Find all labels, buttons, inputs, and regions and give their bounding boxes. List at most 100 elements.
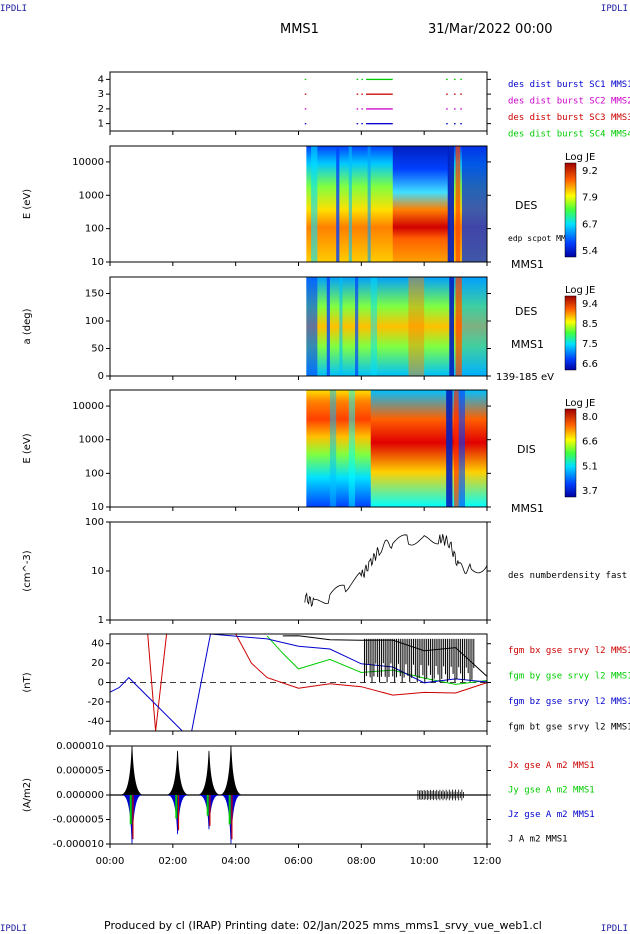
j-legend-1: Jx gse A m2 MMS1 [508,761,595,771]
panel-frame-1 [109,71,488,132]
y-tick-label: 3 [98,89,104,100]
y-tick-label: 100 [85,224,104,235]
b-legend-2: fgm by gse srvy l2 MMS1 [508,672,630,682]
burst-interval-mark [356,108,359,110]
b-legend-1: fgm bx gse srvy l2 MMS1 [508,646,630,656]
burst-interval-mark [304,78,307,81]
burst-interval-mark [460,93,462,95]
page-title: MMS1 [280,22,319,37]
y-tick-label: -40 [88,716,104,727]
spectrogram-stripe [348,390,356,507]
burst-interval-mark [460,108,462,110]
burst-interval-mark [460,123,462,125]
mms1-label-2: MMS1 [511,338,544,351]
y-tick-label: 1000 [79,435,104,446]
b-series-3 [109,633,488,732]
footer-text: Produced by cl (IRAP) Printing date: 02/… [104,919,542,932]
jz-spike [221,794,241,845]
y-tick-label: 10 [91,257,104,268]
burst-interval-mark [361,123,363,125]
burst-interval-mark [304,108,307,110]
y-tick-label: 0.000000 [56,790,104,801]
y-tick-label: 0 [98,371,104,382]
y-tick-label: 10000 [72,401,104,412]
colorbar-tick-label: 6.7 [582,219,598,230]
colorbar-tick-label: 7.5 [582,339,598,350]
colorbar-tick-label: 8.5 [582,319,598,330]
j-spike [197,750,221,796]
x-tick-label: 02:00 [158,856,187,867]
burst-interval-mark [454,93,456,95]
b-legend-3: fgm bz gse srvy l2 MMS1 [508,697,630,707]
colorbar [564,162,577,258]
y-tick-label: 40 [91,639,104,650]
spectrogram-stripe [306,277,318,376]
dis-label: DIS [517,443,536,456]
spectrogram-stripe [458,390,466,507]
y-tick-label: 1 [98,615,104,626]
b-series-4 [282,635,488,677]
burst-interval-mark [356,123,359,125]
des-label: DES [515,199,537,212]
colorbar-tick-label: 3.7 [582,486,598,497]
y-axis-label: a (deg) [22,308,33,344]
corner-logo-bottom-left: IPDLI [0,924,28,934]
spectrogram-stripe [449,277,455,376]
burst-interval-mark [454,108,456,110]
spectrogram-stripe [454,390,459,507]
mms1-label-3: MMS1 [511,502,544,515]
colorbar-tick-label: 9.2 [582,166,598,177]
spectrogram-stripe [455,146,461,262]
density-series [304,534,488,608]
burst-legend-2: des dist burst SC2 MMS2 [508,97,630,107]
x-tick-label: 04:00 [221,856,250,867]
colorbar-title: Log JE [565,285,595,296]
jz-spike [122,794,142,845]
burst-interval-mark [361,108,363,110]
y-tick-label: -20 [88,697,104,708]
y-axis-label: E (eV) [22,433,33,463]
colorbar [564,295,577,371]
j-spike [120,745,144,796]
jz-spike [168,794,188,835]
burst-interval-mark [446,123,448,125]
y-tick-label: 150 [85,289,104,300]
y-tick-label: 20 [91,658,104,669]
burst-interval-mark [304,123,307,125]
y-tick-label: 10000 [72,157,104,168]
spectrogram-fill [370,390,487,507]
burst-interval-mark [361,78,363,81]
corner-logo-bottom-right: IPDLI [600,924,628,934]
y-tick-label: 0 [98,678,104,689]
jz-spike [199,794,219,830]
burst-legend-3: des dist burst SC3 MMS3 [508,113,630,123]
spectrogram-stripe [355,277,359,376]
spectrogram-stripe [461,146,487,262]
panel-frame-5 [109,521,488,621]
colorbar-tick-label: 9.4 [582,299,598,310]
colorbar-title: Log JE [565,398,595,409]
y-tick-label: 100 [85,316,104,327]
burst-interval-mark [361,93,363,95]
y-tick-label: -0.000005 [53,815,104,826]
burst-interval-mark [446,108,448,110]
y-axis-label: (nT) [22,672,33,692]
colorbar-tick-label: 6.6 [582,437,598,448]
spectrogram-stripe [336,146,340,262]
y-axis-label: (A/m2) [22,778,33,812]
y-tick-label: 10 [91,566,104,577]
spectrogram-stripe [408,277,425,376]
spectrogram-stripe [461,277,487,376]
burst-legend-1: des dist burst SC1 MMS1 [508,80,630,90]
colorbar-tick-label: 5.4 [582,246,598,257]
spectrogram-stripe [339,277,343,376]
j-legend-2: Jy gse A m2 MMS1 [508,786,595,796]
spectrogram-stripe [370,277,378,376]
y-tick-label: 50 [91,344,104,355]
des-label-2: DES [515,305,537,318]
spectrogram-stripe [329,390,337,507]
y-tick-label: 2 [98,104,104,115]
burst-interval-mark [366,123,393,125]
x-tick-label: 06:00 [284,856,313,867]
